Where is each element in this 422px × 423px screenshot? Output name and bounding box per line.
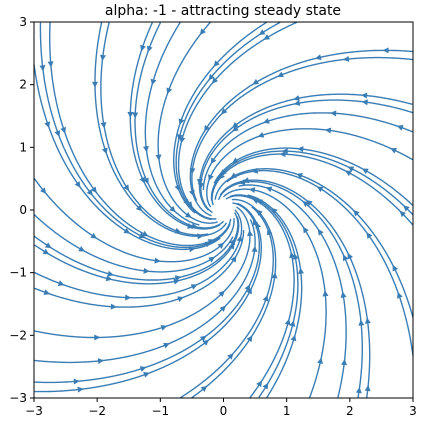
flow-arrow (74, 379, 80, 385)
flow-arrow (127, 112, 133, 118)
flow-arrow (140, 45, 146, 52)
flow-arrow (100, 122, 106, 128)
flow-arrow (143, 268, 149, 274)
flow-arrow (397, 125, 404, 131)
streamline-37 (101, 23, 208, 235)
flow-arrow (341, 292, 347, 298)
streamline-25 (34, 178, 234, 261)
flow-arrow (180, 137, 186, 144)
streamline-14 (200, 94, 413, 210)
flow-arrow (258, 132, 265, 138)
streamline-9 (219, 182, 363, 398)
flow-arrow (125, 295, 131, 301)
flow-arrow (189, 190, 195, 197)
flow-arrow (161, 325, 168, 331)
x-tick-label: 0 (220, 404, 228, 418)
y-tick-label: 3 (19, 15, 27, 29)
flow-arrow (251, 246, 257, 252)
flow-arrow (289, 320, 295, 327)
flow-arrow (280, 151, 286, 157)
x-tick-label: 2 (346, 404, 354, 418)
flow-arrow (297, 146, 303, 152)
flow-arrow (111, 304, 117, 310)
flow-arrow (75, 181, 81, 188)
flow-arrow (92, 82, 98, 88)
streamline-26 (35, 217, 239, 284)
y-tick-label: 1 (19, 140, 27, 154)
arrows-group (39, 28, 409, 393)
flow-arrow (247, 335, 253, 342)
y-tick-label: −2 (9, 328, 27, 342)
flow-arrow (185, 212, 192, 218)
flow-arrow (140, 366, 147, 372)
x-tick-label: −1 (151, 404, 169, 418)
flow-arrow (237, 235, 243, 242)
x-tick-label: −2 (88, 404, 106, 418)
flow-arrow (107, 271, 114, 277)
flow-arrow (132, 112, 138, 118)
flow-arrow (285, 319, 291, 326)
flow-arrow (330, 110, 336, 116)
flow-arrow (366, 232, 372, 239)
flow-arrow (317, 358, 323, 364)
flow-arrow (60, 127, 66, 134)
flow-arrow (106, 275, 113, 281)
flow-arrow (94, 335, 100, 341)
streamline-38 (34, 64, 220, 249)
flow-arrow (247, 230, 253, 236)
flow-arrow (361, 93, 367, 99)
x-tick-label: 1 (283, 404, 291, 418)
x-tick-label: −3 (25, 404, 43, 418)
flow-arrow (43, 289, 50, 295)
streamlines-group (34, 22, 413, 398)
plot-frame (34, 22, 413, 398)
chart-title: alpha: -1 - attracting steady state (105, 3, 341, 19)
y-tick-label: −1 (9, 266, 27, 280)
flow-arrow (383, 47, 389, 53)
y-axis: −3 −2 −1 0 1 2 3 (9, 15, 34, 405)
streamline-30 (239, 185, 346, 397)
y-tick-label: 0 (19, 203, 27, 217)
y-tick-label: 2 (19, 78, 27, 92)
streamline-36 (145, 22, 199, 225)
flow-arrow (315, 54, 322, 60)
y-tick-label: −3 (9, 391, 27, 405)
flow-arrow (102, 148, 108, 155)
flow-arrow (48, 61, 54, 67)
x-tick-label: 3 (409, 404, 417, 418)
flow-arrow (293, 95, 300, 101)
x-axis: −3 −2 −1 0 1 2 3 (25, 398, 417, 418)
streamline-5 (230, 195, 298, 397)
flow-arrow (263, 295, 269, 302)
